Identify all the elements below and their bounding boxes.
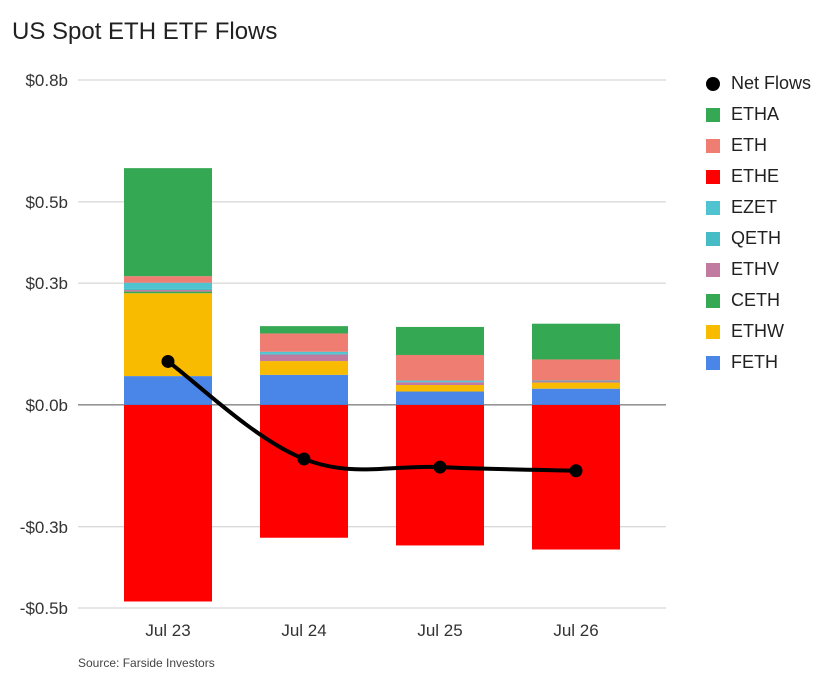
- bar-segment-eth: [396, 354, 484, 381]
- net-flows-point: [297, 452, 311, 466]
- legend-item-feth[interactable]: FETH: [706, 347, 811, 378]
- bar-segment-qeth: [532, 380, 620, 382]
- bar-segment-ethe: [260, 404, 348, 538]
- bar-segment-qeth: [124, 288, 212, 290]
- legend-item-ethw[interactable]: ETHW: [706, 316, 811, 347]
- bar-segment-ethe: [396, 404, 484, 546]
- legend-item-ethe[interactable]: ETHE: [706, 161, 811, 192]
- legend-swatch-ceth: [706, 293, 720, 308]
- bar-segment-ethw: [260, 361, 348, 375]
- bar-segment-feth: [396, 391, 484, 405]
- x-tick-label: Jul 25: [417, 621, 462, 640]
- net-flows-point: [161, 354, 175, 368]
- bar-segment-eth: [532, 359, 620, 381]
- chart-title: US Spot ETH ETF Flows: [12, 18, 278, 45]
- bar-segment-feth: [124, 376, 212, 405]
- legend-label: QETH: [731, 228, 782, 248]
- bar-segment-qeth: [260, 353, 348, 355]
- legend-label: Net Flows: [731, 73, 812, 93]
- legend-item-ceth[interactable]: CETH: [706, 285, 811, 316]
- legend-item-eth[interactable]: ETH: [706, 130, 811, 161]
- legend-swatch-ethe: [706, 169, 720, 184]
- legend-label: FETH: [731, 352, 778, 372]
- bar-segment-ezet: [260, 351, 348, 354]
- net-flows-line: [166, 359, 577, 473]
- y-tick-label: $0.8b: [25, 71, 68, 90]
- legend-label: ETHV: [731, 259, 780, 279]
- legend-item-net-flows[interactable]: Net Flows: [706, 68, 811, 99]
- legend-swatch-ethv: [706, 262, 720, 277]
- x-tick-label: Jul 24: [281, 621, 326, 640]
- legend-swatch-ethw: [706, 324, 720, 339]
- legend-marker-net-flows: [706, 76, 720, 91]
- legend-label: ETHW: [731, 321, 784, 341]
- y-tick-label: -$0.5b: [20, 599, 68, 618]
- bar-segment-ethv: [124, 289, 212, 292]
- net-flows-point: [569, 464, 583, 478]
- legend-label: ETH: [731, 135, 767, 155]
- legend-swatch-eth: [706, 138, 720, 153]
- bar-segment-ezet: [124, 282, 212, 289]
- bar-segment-ethv: [260, 354, 348, 362]
- source-note: Source: Farside Investors: [78, 656, 215, 670]
- bar-segment-ethw: [396, 385, 484, 392]
- x-tick-label: Jul 23: [145, 621, 190, 640]
- x-tick-label: Jul 26: [553, 621, 598, 640]
- legend-swatch-feth: [706, 355, 720, 370]
- bar-segment-eth: [124, 276, 212, 283]
- legend-item-ezet[interactable]: EZET: [706, 192, 811, 223]
- y-tick-label: $0.5b: [25, 193, 68, 212]
- bar-segment-etha: [260, 326, 348, 334]
- bar-segment-feth: [532, 388, 620, 405]
- bar-segment-ethv: [532, 380, 620, 383]
- bar-segment-ethv: [396, 382, 484, 386]
- bar-segment-ezet: [396, 380, 484, 382]
- legend-swatch-qeth: [706, 231, 720, 246]
- bar-segment-etha: [532, 323, 620, 360]
- legend-swatch-etha: [706, 107, 720, 122]
- legend-item-qeth[interactable]: QETH: [706, 223, 811, 254]
- legend-item-ethv[interactable]: ETHV: [706, 254, 811, 285]
- y-tick-label: $0.3b: [25, 274, 68, 293]
- bar-segment-feth: [260, 374, 348, 405]
- bar-segment-etha: [396, 326, 484, 355]
- bar-segment-ethe: [124, 404, 212, 602]
- net-flows-point: [433, 460, 447, 474]
- bar-segment-ceth: [124, 291, 212, 294]
- bar-segment-qeth: [396, 381, 484, 383]
- legend-item-etha[interactable]: ETHA: [706, 99, 811, 130]
- bar-segment-ethw: [532, 382, 620, 389]
- bar-segment-etha: [124, 168, 212, 277]
- legend-label: ETHE: [731, 166, 780, 186]
- legend-label: EZET: [731, 197, 778, 217]
- bar-segment-eth: [260, 333, 348, 352]
- legend-label: ETHA: [731, 104, 780, 124]
- y-tick-label: $0.0b: [25, 396, 68, 415]
- legend-swatch-ezet: [706, 200, 720, 215]
- y-tick-label: -$0.3b: [20, 518, 68, 537]
- chart-legend: Net Flows ETHA ETH ETHE EZET QETH ETHV C…: [706, 68, 811, 378]
- legend-label: CETH: [731, 290, 780, 310]
